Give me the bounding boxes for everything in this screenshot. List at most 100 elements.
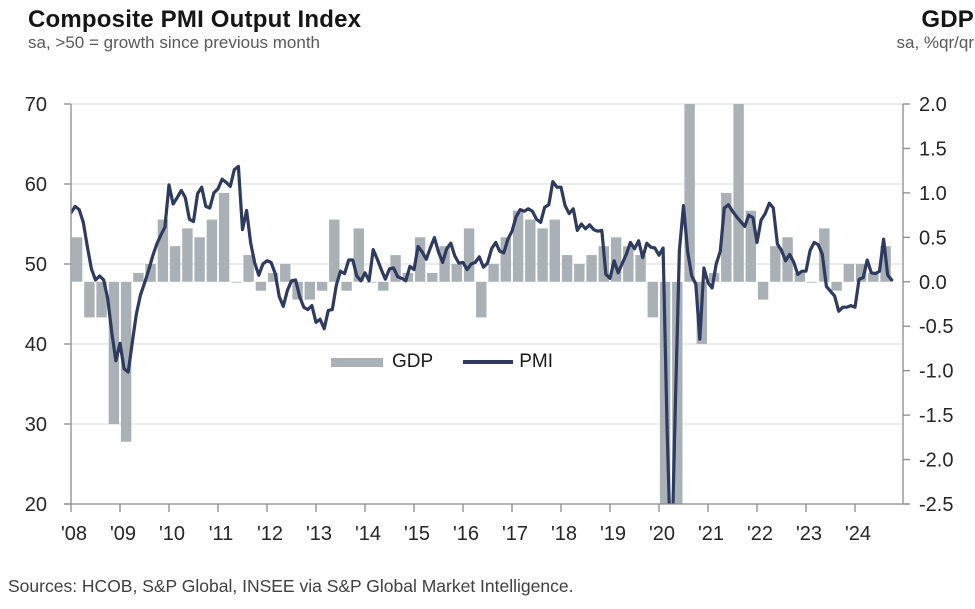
gdp-bar bbox=[757, 281, 769, 300]
gdp-bar bbox=[353, 228, 364, 282]
x-axis-tick-label: '19 bbox=[600, 523, 626, 545]
gdp-bar bbox=[610, 237, 622, 282]
gdp-bar bbox=[157, 219, 169, 282]
gdp-bar bbox=[378, 281, 389, 291]
left-axis-tick-label: 30 bbox=[25, 414, 47, 436]
right-axis-title-block: GDP sa, %qr/qr bbox=[897, 7, 974, 53]
x-axis-tick-label: '21 bbox=[698, 523, 724, 545]
gdp-bar bbox=[843, 264, 854, 282]
gdp-bar bbox=[206, 219, 218, 282]
gdp-bar bbox=[231, 281, 242, 283]
left-axis-tick-label: 20 bbox=[25, 494, 47, 516]
gdp-bar bbox=[770, 246, 781, 282]
x-axis-tick-label: '20 bbox=[649, 523, 675, 545]
gdp-bar bbox=[733, 104, 744, 282]
right-axis-tick-label: -1.5 bbox=[919, 405, 953, 427]
x-axis-tick-label: '17 bbox=[502, 523, 528, 545]
gdp-bar bbox=[525, 219, 536, 282]
gdp-bar bbox=[218, 192, 230, 282]
gdp-bar bbox=[451, 264, 462, 282]
left-axis-tick-label: 70 bbox=[25, 94, 47, 116]
gdp-bar bbox=[476, 281, 487, 318]
gridlines bbox=[71, 103, 903, 505]
right-axis-tick-label: 0.5 bbox=[919, 227, 947, 249]
gdp-bar bbox=[84, 281, 95, 318]
gdp-bar bbox=[721, 192, 732, 282]
legend-pmi-swatch bbox=[463, 360, 514, 364]
page-subtitle: sa, >50 = growth since previous month bbox=[28, 33, 320, 52]
x-axis-tick-label: '09 bbox=[110, 523, 136, 545]
x-axis-tick-label: '14 bbox=[355, 523, 381, 545]
gdp-bar bbox=[169, 246, 181, 282]
left-axis-tick-label: 40 bbox=[25, 334, 47, 356]
right-axis-tick-label: -0.5 bbox=[919, 316, 953, 338]
x-axis-tick-label: '15 bbox=[404, 523, 430, 545]
legend-pmi-label: PMI bbox=[519, 351, 553, 372]
chart-title-block: Composite PMI Output Index sa, >50 = gro… bbox=[28, 7, 361, 53]
gdp-bar bbox=[341, 281, 352, 291]
gdp-bar bbox=[868, 272, 879, 282]
right-axis-tick-label: -2.5 bbox=[919, 494, 953, 516]
gdp-bar bbox=[316, 281, 328, 291]
right-axis-tick-label: 1.0 bbox=[919, 183, 947, 205]
legend-gdp-swatch bbox=[331, 357, 383, 367]
axis-labels: 70 60 50 40 30 20 2.0 1.5 1.0 0.5 0.0 -0.5 -1.0 -1.5 -… bbox=[25, 94, 954, 545]
legend: GDP PMI bbox=[331, 351, 553, 373]
right-axis-tick-label: 0.0 bbox=[919, 272, 947, 294]
gdp-bar bbox=[463, 228, 475, 282]
gdp-bar bbox=[574, 264, 585, 282]
x-axis-tick-label: '22 bbox=[747, 523, 773, 545]
gdp-bar bbox=[488, 264, 499, 282]
right-axis-subtitle: sa, %qr/qr bbox=[896, 33, 974, 52]
gdp-bar bbox=[512, 210, 524, 282]
gdp-bar bbox=[280, 264, 291, 282]
x-axis-tick-label: '23 bbox=[796, 523, 822, 545]
axes bbox=[64, 103, 910, 512]
gdp-bar bbox=[120, 281, 132, 442]
right-axis-tick-label: 1.5 bbox=[919, 138, 947, 160]
gdp-bar bbox=[855, 264, 867, 282]
gdp-bar bbox=[500, 237, 511, 282]
gdp-bars bbox=[71, 104, 891, 504]
gdp-bar bbox=[831, 281, 842, 291]
x-axis-tick-label: '10 bbox=[159, 523, 185, 545]
gdp-bar bbox=[549, 219, 560, 282]
gdp-bar bbox=[806, 281, 818, 283]
gdp-bar bbox=[635, 255, 646, 282]
gdp-bar bbox=[414, 237, 426, 282]
gdp-bar bbox=[255, 281, 267, 291]
gdp-bar bbox=[561, 255, 573, 282]
gdp-bar bbox=[390, 255, 401, 282]
gdp-bar bbox=[267, 272, 279, 282]
gdp-bar bbox=[145, 264, 156, 282]
gdp-bar bbox=[623, 246, 634, 282]
right-axis-tick-label: 2.0 bbox=[919, 94, 947, 116]
gdp-bar bbox=[794, 272, 805, 282]
x-axis-tick-label: '12 bbox=[257, 523, 283, 545]
gdp-bar bbox=[586, 255, 597, 282]
x-axis-tick-label: '18 bbox=[551, 523, 577, 545]
right-axis-tick-label: -2.0 bbox=[919, 450, 953, 472]
x-axis-tick-label: '24 bbox=[845, 523, 871, 545]
gdp-bar bbox=[647, 281, 658, 318]
left-axis-tick-label: 60 bbox=[25, 174, 47, 196]
gdp-bar bbox=[133, 272, 144, 282]
gdp-bar bbox=[819, 228, 830, 282]
gdp-bar bbox=[684, 104, 695, 282]
gdp-bar bbox=[439, 246, 450, 282]
right-axis-title: GDP bbox=[921, 6, 974, 33]
gdp-bar bbox=[96, 281, 107, 318]
gdp-bar bbox=[194, 237, 205, 282]
x-axis-tick-label: '13 bbox=[306, 523, 332, 545]
gdp-bar bbox=[745, 210, 756, 282]
x-axis-tick-label: '08 bbox=[61, 523, 87, 545]
page-title: Composite PMI Output Index bbox=[28, 6, 362, 33]
gdp-bar bbox=[329, 219, 340, 282]
source-note: Sources: HCOB, S&P Global, INSEE via S&P… bbox=[8, 576, 574, 596]
x-axis-tick-label: '11 bbox=[209, 523, 234, 545]
x-axis-tick-label: '16 bbox=[453, 523, 479, 545]
gdp-bar bbox=[672, 281, 683, 504]
gdp-bar bbox=[304, 281, 315, 300]
gdp-bar bbox=[537, 228, 548, 282]
